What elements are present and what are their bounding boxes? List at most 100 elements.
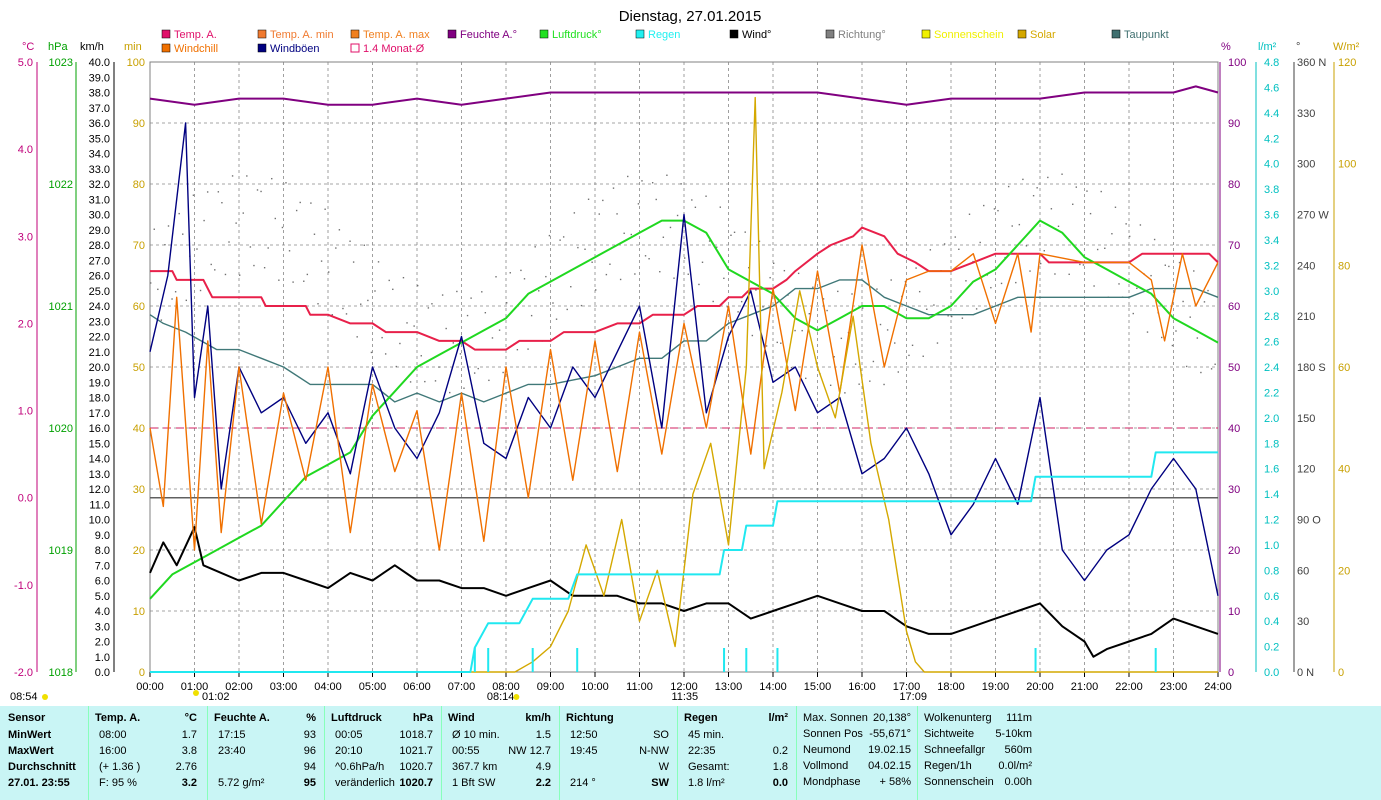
direction-dot: [958, 248, 960, 250]
direction-dot: [929, 249, 932, 251]
time-tick: 23:00: [1160, 681, 1188, 693]
temp-unit: °C: [184, 712, 197, 724]
weather-chart: Dienstag, 27.01.2015 Temp. A. Temp. A. min…: [10, 8, 1360, 703]
direction-dot: [829, 384, 832, 387]
direction-dot: [641, 180, 643, 182]
misc-label: Regen/1h: [924, 760, 972, 772]
astro-label: Mondphase: [803, 776, 861, 788]
direction-dot: [808, 313, 810, 315]
direction-dot: [235, 222, 237, 224]
direction-dot: [555, 318, 558, 320]
time-tick: 15:00: [804, 681, 832, 693]
wind-tick: 12.0: [89, 484, 110, 496]
direction-dot: [384, 353, 387, 355]
rain-tick: 3.0: [1264, 286, 1279, 298]
sunset-label: 17:09: [899, 691, 927, 703]
astro-value: 19.02.15: [868, 744, 911, 756]
direction-dot: [708, 240, 711, 242]
direction-dot: [623, 232, 625, 234]
wind-stat-value: 2.2: [535, 777, 551, 789]
direction-dot: [655, 198, 657, 201]
temp-tick: 2.0: [18, 318, 33, 330]
direction-dot: [876, 288, 878, 290]
direction-tick: 300: [1297, 159, 1315, 171]
legend-label: Solar: [1030, 29, 1056, 41]
rain-tick: 3.2: [1264, 260, 1279, 272]
temp-stat-label: (+ 1.36 ): [99, 761, 141, 773]
legend-label: 1.4 Monat-Ø: [363, 43, 425, 55]
direction-dot: [612, 187, 615, 189]
direction-dot: [356, 336, 358, 338]
direction-dot: [737, 311, 739, 313]
astro-value: -55,671°: [869, 728, 911, 740]
direction-dot: [167, 225, 170, 227]
rain-unit: l/m²: [1258, 41, 1277, 53]
direction-dot: [1129, 235, 1131, 238]
direction-tick: 210: [1297, 311, 1315, 323]
direction-dot: [473, 372, 476, 374]
direction-dot: [915, 267, 917, 269]
humidity-stats: Feuchte A. % 17:15 93 23:40 96 94 5.72 g/m² 95: [208, 706, 325, 800]
humidity-tick: 20: [1228, 545, 1240, 557]
sun-min-tick: 0: [139, 667, 145, 679]
direction-dot: [943, 243, 946, 245]
wind-unit: km/h: [525, 712, 551, 724]
humidity-stat-value: 95: [303, 777, 316, 789]
rain-tick: 2.6: [1264, 337, 1279, 349]
legend-swatch: [539, 29, 549, 39]
legend-swatch: [161, 29, 171, 39]
direction-dot: [840, 337, 843, 340]
direction-dot: [748, 266, 750, 269]
direction-dot: [267, 247, 269, 249]
direction-dot: [1057, 225, 1060, 227]
time-tick: 08:00: [492, 681, 520, 693]
pressure-tick: 1019: [49, 545, 73, 557]
wind-stat-label: 1 Bft SW: [452, 777, 496, 789]
direction-dot: [705, 195, 707, 197]
rain-tick: 3.6: [1264, 210, 1279, 222]
solar-tick: 100: [1338, 159, 1356, 171]
direction-dot: [338, 229, 341, 231]
direction-dot: [1196, 337, 1199, 339]
time-tick: 16:00: [848, 681, 876, 693]
direction-dot: [459, 353, 462, 355]
rain-stat-label: 1.8 l/m²: [688, 777, 725, 789]
direction-dot: [552, 302, 554, 304]
direction-dot: [712, 300, 714, 303]
direction-dot: [1036, 187, 1038, 189]
direction-dot: [1096, 248, 1099, 251]
direction-dot: [911, 344, 914, 347]
direction-stat-label: 12:50: [570, 729, 598, 741]
wind-tick: 34.0: [89, 149, 110, 161]
humidity-tick: 50: [1228, 362, 1240, 374]
wind-tick: 28.0: [89, 240, 110, 252]
direction-dot: [619, 278, 622, 281]
direction-dot: [684, 257, 686, 259]
direction-dot: [669, 226, 672, 229]
wind-stat-label: 00:55: [452, 745, 480, 757]
wind-tick: 2.0: [95, 637, 110, 649]
direction-dot: [605, 273, 608, 276]
solar-tick: 0: [1338, 667, 1344, 679]
direction-dot: [417, 284, 419, 287]
direction-dot: [288, 250, 291, 252]
pressure-tick: 1018: [49, 667, 73, 679]
direction-dot: [516, 348, 519, 351]
rain-tick: 0.6: [1264, 591, 1279, 603]
time-tick: 22:00: [1115, 681, 1143, 693]
wind-tick: 4.0: [95, 606, 110, 618]
direction-dot: [1050, 208, 1053, 210]
wind-tick: 3.0: [95, 621, 110, 633]
direction-dot: [1093, 285, 1095, 287]
direction-dot: [210, 263, 212, 266]
direction-dot: [965, 280, 967, 282]
direction-dot: [886, 329, 889, 331]
temp-header: Temp. A.: [95, 712, 141, 724]
direction-dot: [833, 356, 835, 358]
direction-dot: [470, 297, 472, 299]
direction-dot: [538, 290, 540, 292]
solar-tick: 40: [1338, 464, 1350, 476]
legend-label: Windböen: [270, 43, 320, 55]
rain-tick: 2.8: [1264, 311, 1279, 323]
direction-dot: [409, 381, 412, 383]
